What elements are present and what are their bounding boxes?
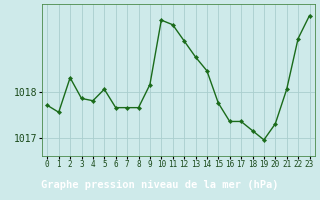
Text: Graphe pression niveau de la mer (hPa): Graphe pression niveau de la mer (hPa) xyxy=(41,180,279,190)
